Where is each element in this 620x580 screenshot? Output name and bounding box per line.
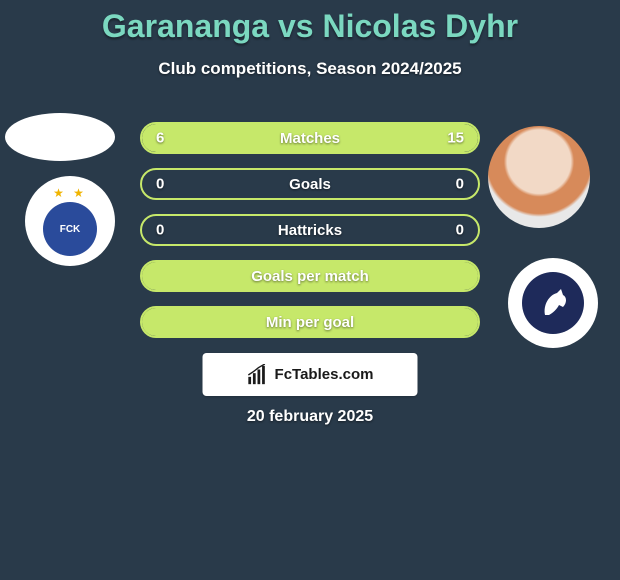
stat-row: Min per goal: [140, 306, 480, 338]
club1-emblem: FCK: [43, 202, 97, 256]
player2-avatar: [488, 126, 590, 228]
stat-row: 0 Goals 0: [140, 168, 480, 200]
star-icon: ★ ★: [53, 186, 87, 200]
brand-box[interactable]: FcTables.com: [203, 353, 418, 396]
subtitle: Club competitions, Season 2024/2025: [0, 59, 620, 79]
stat-label: Matches: [280, 130, 340, 147]
player1-club-badge: ★ ★ FCK: [25, 176, 115, 266]
stat-label: Goals: [289, 176, 331, 193]
club2-emblem: [522, 272, 584, 334]
stat-value-left: 0: [156, 222, 164, 239]
horse-icon: [533, 283, 573, 323]
chart-icon: [247, 364, 269, 386]
stat-label: Goals per match: [251, 268, 369, 285]
player1-avatar: [5, 113, 115, 161]
stat-fill-right: [238, 124, 478, 152]
page-title: Garananga vs Nicolas Dyhr: [0, 0, 620, 45]
stat-label: Hattricks: [278, 222, 342, 239]
stat-value-left: 0: [156, 176, 164, 193]
stat-row: 6 Matches 15: [140, 122, 480, 154]
stat-value-right: 0: [456, 222, 464, 239]
stat-value-right: 15: [447, 130, 464, 147]
stat-row: 0 Hattricks 0: [140, 214, 480, 246]
stats-panel: 6 Matches 15 0 Goals 0 0 Hattricks 0 Goals per ma…: [140, 122, 480, 352]
player2-club-badge: [508, 258, 598, 348]
stat-row: Goals per match: [140, 260, 480, 292]
stat-value-right: 0: [456, 176, 464, 193]
stat-value-left: 6: [156, 130, 164, 147]
brand-text: FcTables.com: [275, 366, 374, 383]
stat-label: Min per goal: [266, 314, 354, 331]
date-label: 20 february 2025: [0, 408, 620, 426]
